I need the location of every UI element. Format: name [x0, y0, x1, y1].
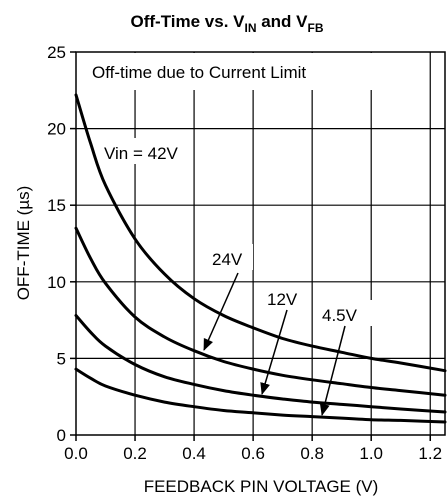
label-24v: 24V — [212, 250, 243, 269]
x-tick-label: 0.2 — [123, 444, 147, 463]
x-tick-label: 0.6 — [241, 444, 265, 463]
series-line-4-5v — [74, 367, 447, 424]
annotation-current-limit: Off-time due to Current Limit — [92, 63, 306, 82]
label-12v-bg — [262, 284, 308, 310]
x-axis-label: FEEDBACK PIN VOLTAGE (V) — [144, 477, 379, 496]
y-axis-label: OFF-TIME (µs) — [14, 186, 33, 301]
y-tick-label: 5 — [57, 349, 66, 368]
y-tick-label: 0 — [57, 426, 66, 445]
series-line-12v — [74, 314, 447, 414]
y-tick-label: 25 — [47, 43, 66, 62]
grid — [76, 52, 445, 435]
label-vin-42-bg — [99, 138, 187, 164]
arrow-4-5v — [319, 325, 346, 416]
label-4-5v: 4.5V — [322, 306, 358, 325]
x-tick-label: 1.0 — [359, 444, 383, 463]
label-4-5v-bg — [317, 300, 373, 326]
annotation-box — [77, 53, 387, 90]
series-line-24v — [74, 226, 447, 397]
x-tick-label: 0.0 — [64, 444, 88, 463]
x-axis-ticks: 0.0 0.2 0.4 0.6 0.8 1.0 1.2 — [64, 435, 442, 463]
x-tick-label: 1.2 — [418, 444, 442, 463]
label-24v-bg — [207, 244, 253, 270]
series-line-vin-42v — [74, 93, 447, 373]
x-tick-label: 0.8 — [300, 444, 324, 463]
arrow-24v — [203, 272, 239, 351]
label-vin-42: Vin = 42V — [104, 144, 179, 163]
y-tick-label: 10 — [47, 273, 66, 292]
y-tick-label: 15 — [47, 196, 66, 215]
plot-frame — [75, 51, 446, 436]
y-tick-label: 20 — [47, 120, 66, 139]
label-12v: 12V — [267, 290, 298, 309]
x-tick-label: 0.4 — [182, 444, 206, 463]
chart-title: Off-Time vs. VIN and VFB — [130, 12, 323, 35]
arrow-12v — [260, 309, 288, 395]
series-layer — [74, 93, 447, 424]
y-axis-ticks: 0 5 10 15 20 25 — [47, 43, 76, 445]
